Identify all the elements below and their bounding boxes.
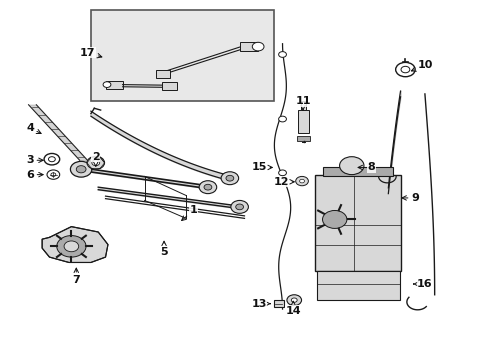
Bar [161,82,177,90]
Circle shape [203,184,211,190]
Circle shape [278,170,286,176]
Circle shape [252,42,264,51]
Bar [298,110,308,134]
Circle shape [64,241,79,252]
Bar [297,135,309,140]
Text: 2: 2 [92,152,100,166]
Text: 10: 10 [410,60,432,71]
Circle shape [322,211,346,228]
Circle shape [51,173,56,176]
Bar [91,10,273,101]
Circle shape [92,160,100,166]
Text: 9: 9 [401,193,418,203]
Bar [300,101,306,110]
Text: 12: 12 [273,177,294,187]
Circle shape [230,201,248,213]
Text: 6: 6 [26,170,43,180]
Circle shape [299,179,304,183]
Text: 16: 16 [413,279,432,289]
Circle shape [47,170,60,179]
Circle shape [221,172,238,185]
Bar [239,42,258,51]
Bar [156,70,170,78]
Circle shape [278,116,286,122]
Circle shape [339,157,363,175]
Text: 5: 5 [160,241,167,257]
Circle shape [286,295,301,306]
Text: 1: 1 [181,206,197,221]
Circle shape [103,82,111,87]
Circle shape [235,204,243,210]
Text: 17: 17 [80,48,102,58]
Circle shape [395,62,414,77]
Text: 8: 8 [357,162,374,172]
Text: 3: 3 [26,155,43,165]
Bar [273,300,283,307]
Circle shape [291,298,297,302]
Text: 11: 11 [295,96,310,110]
Text: 13: 13 [251,299,270,309]
Circle shape [70,161,92,177]
Bar [105,81,122,89]
Circle shape [199,181,216,194]
Bar [316,271,399,300]
Circle shape [87,156,104,169]
Circle shape [278,51,286,57]
Circle shape [44,153,60,165]
Circle shape [76,166,86,173]
Circle shape [400,66,409,73]
Text: 4: 4 [26,123,41,134]
Polygon shape [42,226,108,262]
Text: 15: 15 [251,162,272,172]
Text: 14: 14 [285,301,301,316]
Text: 7: 7 [72,268,80,285]
Circle shape [225,175,233,181]
Circle shape [48,157,55,162]
Circle shape [57,235,86,257]
Bar [315,175,400,271]
Circle shape [295,176,308,186]
Bar [322,167,392,176]
